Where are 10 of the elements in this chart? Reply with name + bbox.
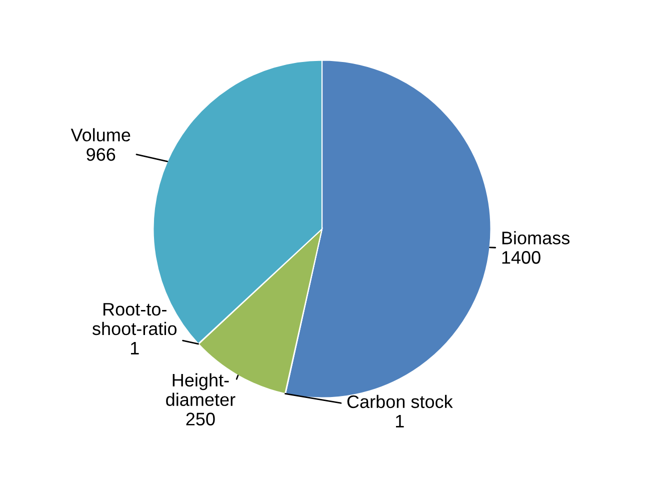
data-label: 1400 (502, 251, 540, 264)
data-label: 1 (396, 414, 404, 428)
data-label: 250 (186, 412, 215, 426)
slice-label: Biomass (502, 231, 570, 244)
data-label: 1 (130, 342, 139, 354)
slice-label: Volume (70, 128, 130, 142)
slice-label: Height-diameter (166, 373, 236, 406)
data-label: 966 (86, 148, 116, 161)
slice-label: Root-to-shoot-ratio (92, 303, 177, 336)
slice-label: Carbon stock (347, 394, 453, 408)
